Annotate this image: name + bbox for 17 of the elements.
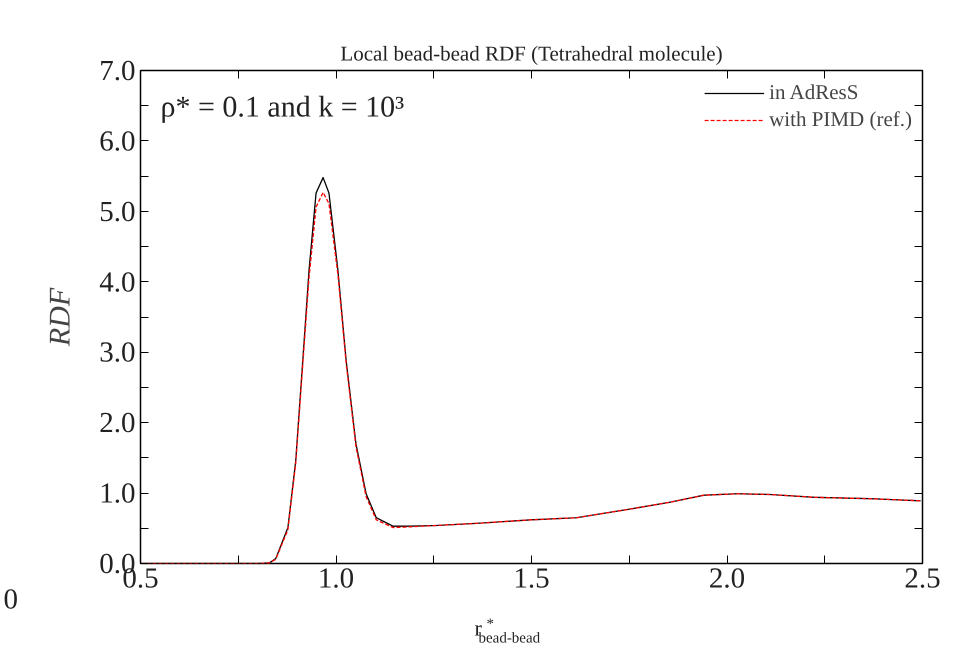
text: 0 bbox=[4, 584, 18, 616]
y-tick-label: 6.0 bbox=[99, 125, 136, 158]
y-tick-label: 1.0 bbox=[99, 478, 136, 510]
y-tick-label: 2.0 bbox=[99, 407, 136, 440]
legend-label: with PIMD (ref.) bbox=[769, 107, 912, 132]
x-tick-label: 2.5 bbox=[904, 562, 941, 594]
x-tick-label: 2.0 bbox=[708, 562, 746, 594]
y-tick-label: 4.0 bbox=[99, 266, 136, 298]
y-tick-label: 5.0 bbox=[99, 196, 136, 228]
y-axis-title: RDF bbox=[43, 287, 76, 348]
x-tick-label: 1.5 bbox=[513, 562, 550, 594]
y-tick-label: 3.0 bbox=[99, 336, 136, 369]
legend-label: in AdResS bbox=[769, 80, 858, 105]
x-tick-label: 1.0 bbox=[318, 562, 354, 594]
chart-title: Local bead-bead RDF (Tetrahedral molecule) bbox=[340, 42, 723, 66]
annotation: ρ* = 0.1 and k = 10³ bbox=[160, 90, 404, 124]
y-tick-label: 7.0 bbox=[99, 55, 136, 87]
